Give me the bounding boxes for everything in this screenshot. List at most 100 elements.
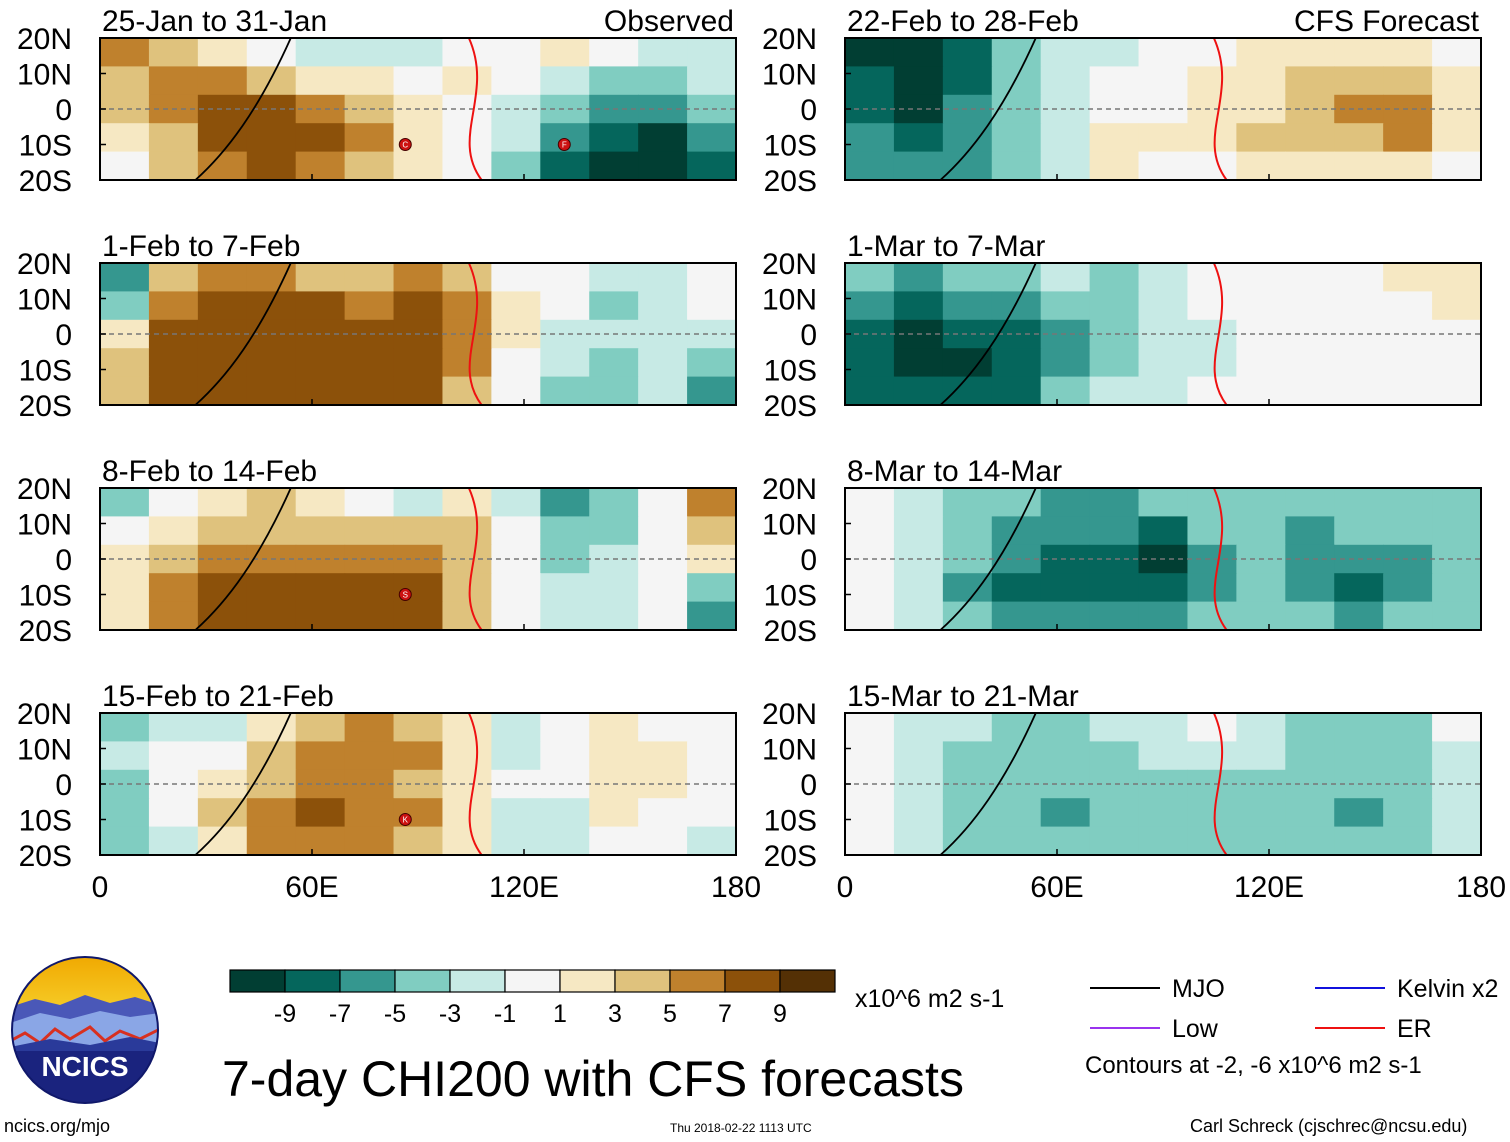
- lon-tick-label: 0: [92, 871, 109, 900]
- heat-cell: [1432, 516, 1482, 546]
- heat-cell: [1383, 741, 1433, 771]
- heat-cell: [1236, 516, 1286, 546]
- heat-cell: [1040, 798, 1091, 828]
- heat-cell: [845, 348, 895, 378]
- heat-cell: [295, 713, 346, 742]
- legend-label: MJO: [1172, 975, 1225, 1003]
- lat-tick-label: 10N: [762, 734, 817, 767]
- heat-cell: [1334, 151, 1384, 181]
- heat-cell: [148, 348, 199, 378]
- heat-cell: [100, 769, 150, 799]
- heat-cell: [1138, 263, 1189, 292]
- heat-cell: [393, 516, 444, 546]
- heat-cell: [1383, 151, 1433, 181]
- colorbar-tick-label: -9: [274, 1000, 296, 1028]
- heat-cell: [1138, 348, 1189, 378]
- heat-cell: [442, 348, 492, 378]
- heat-cell: [540, 94, 590, 124]
- colorbar-swatch: [339, 969, 396, 993]
- heat-cell: [638, 798, 688, 828]
- heat-cell: [991, 601, 1042, 631]
- heat-cell: [344, 38, 395, 67]
- lat-tick-label: 10S: [764, 355, 817, 388]
- heat-cell: [638, 151, 688, 181]
- heat-cell: [687, 488, 737, 517]
- heat-cell: [246, 741, 297, 771]
- logo-text: NCICS: [41, 1051, 128, 1082]
- lat-tick-label: 20N: [762, 473, 817, 506]
- heat-cell: [393, 263, 444, 292]
- panel-title: 15-Mar to 21-Mar: [847, 680, 1079, 713]
- colorbar-swatch: [614, 969, 671, 993]
- heat-cell: [1236, 348, 1286, 378]
- heat-cell: [893, 741, 944, 771]
- heat-cell: [845, 94, 895, 124]
- heat-cell: [1187, 826, 1237, 856]
- heat-cell: [540, 319, 590, 349]
- colorbar-swatch: [779, 969, 836, 993]
- colorbar-tick-label: -3: [439, 1000, 461, 1028]
- heat-cell: [893, 123, 944, 153]
- heat-cell: [1187, 713, 1237, 742]
- heat-cell: [687, 66, 737, 96]
- heat-cell: [638, 376, 688, 406]
- heat-cell: [589, 291, 639, 321]
- heat-cell: [845, 544, 895, 574]
- contours-note: Contours at -2, -6 x10^6 m2 s-1: [1085, 1052, 1422, 1079]
- mjo-contour: [194, 487, 292, 631]
- heat-cell: [1334, 376, 1384, 406]
- heat-cell: [540, 741, 590, 771]
- heat-cell: [1236, 573, 1286, 603]
- heat-cell: [442, 516, 492, 546]
- heat-cell: [638, 123, 688, 153]
- heat-cell: [589, 348, 639, 378]
- heat-cell: [1334, 66, 1384, 96]
- lat-tick-label: 0: [800, 544, 817, 577]
- heat-cell: [1089, 291, 1140, 321]
- panel-1-0: 22-Feb to 28-Feb CFS Forecast 20N10N010S20…: [762, 5, 1482, 198]
- heat-cell: [589, 713, 639, 742]
- heat-cell: [197, 798, 248, 828]
- heat-cell: [942, 741, 993, 771]
- heat-cell: [393, 488, 444, 517]
- heat-cell: [893, 826, 944, 856]
- legend-label: Low: [1172, 1015, 1219, 1043]
- heat-cell: [540, 66, 590, 96]
- heat-cell: [845, 516, 895, 546]
- heat-cell: [1432, 713, 1482, 742]
- heat-cell: [687, 376, 737, 406]
- er-contour: [467, 262, 483, 406]
- heat-cell: [1089, 151, 1140, 181]
- lat-tick-label: 20S: [19, 615, 72, 648]
- heat-cell: [845, 151, 895, 181]
- legend-label: ER: [1397, 1015, 1432, 1043]
- heat-cell: [148, 826, 199, 856]
- heat-cell: [1285, 544, 1335, 574]
- heat-cell: [1138, 741, 1189, 771]
- heat-cell: [148, 741, 199, 771]
- heat-cell: [589, 376, 639, 406]
- heat-cell: [1432, 488, 1482, 517]
- lon-tick-label: 0: [837, 871, 854, 900]
- er-contour: [467, 487, 483, 631]
- heat-cell: [1138, 826, 1189, 856]
- heat-cell: [148, 573, 199, 603]
- heat-cell: [442, 376, 492, 406]
- heat-cell: [589, 826, 639, 856]
- heat-cell: [148, 151, 199, 181]
- mjo-contour: [939, 487, 1037, 631]
- heat-cell: [540, 798, 590, 828]
- heat-cell: [1236, 123, 1286, 153]
- heat-cell: [1089, 263, 1140, 292]
- lat-tick-label: 20S: [764, 390, 817, 423]
- heat-cell: [295, 376, 346, 406]
- heat-cell: [687, 516, 737, 546]
- heat-cell: [344, 741, 395, 771]
- heat-cell: [1334, 573, 1384, 603]
- heat-cell: [100, 601, 150, 631]
- heat-cell: [1285, 601, 1335, 631]
- heat-cell: [540, 544, 590, 574]
- heat-cell: [1236, 38, 1286, 67]
- lat-tick-label: 0: [55, 319, 72, 352]
- heat-cell: [1089, 66, 1140, 96]
